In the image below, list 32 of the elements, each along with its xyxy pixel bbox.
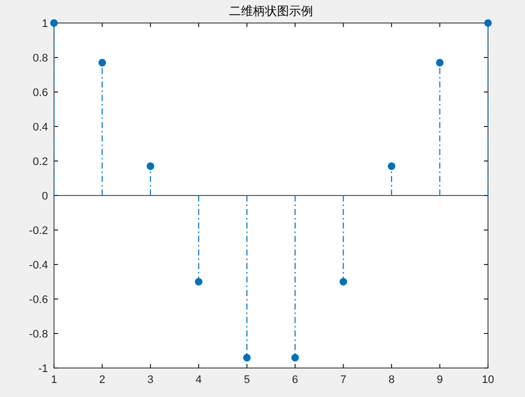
point [484, 19, 492, 27]
point [98, 58, 106, 66]
y-tick-label: -0.4 [29, 260, 48, 272]
point [194, 278, 202, 286]
x-tick-label: 7 [340, 374, 346, 386]
y-tick-label: 0.2 [32, 156, 48, 168]
y-tick-label: -0.2 [29, 225, 48, 237]
x-tick-label: 6 [292, 374, 298, 386]
y-tick-label: -0.6 [29, 294, 48, 306]
point [243, 354, 251, 362]
x-tick-label: 4 [196, 374, 202, 386]
x-tick-label: 10 [482, 374, 494, 386]
point [146, 162, 154, 170]
point [291, 354, 299, 362]
y-tick-label: 0.8 [32, 52, 48, 64]
point [50, 19, 58, 27]
x-tick-label: 2 [99, 374, 106, 386]
x-tick-label: 9 [436, 374, 443, 386]
y-tick-label: -1 [38, 363, 48, 375]
x-tick-label: 8 [388, 374, 395, 386]
y-tick-label: 0.4 [32, 122, 48, 134]
y-tick-label: 0.6 [32, 87, 48, 99]
x-tick-label: 5 [244, 374, 250, 386]
x-tick-label: 1 [50, 374, 58, 386]
chart-title: 二维柄状图示例 [229, 4, 313, 18]
point [436, 58, 444, 66]
y-tick-label: -0.8 [29, 328, 48, 340]
point [340, 278, 348, 286]
y-tick-label: 1 [42, 18, 48, 30]
y-tick-label: 0 [42, 190, 48, 202]
x-tick-label: 3 [147, 374, 154, 386]
point [388, 162, 396, 170]
